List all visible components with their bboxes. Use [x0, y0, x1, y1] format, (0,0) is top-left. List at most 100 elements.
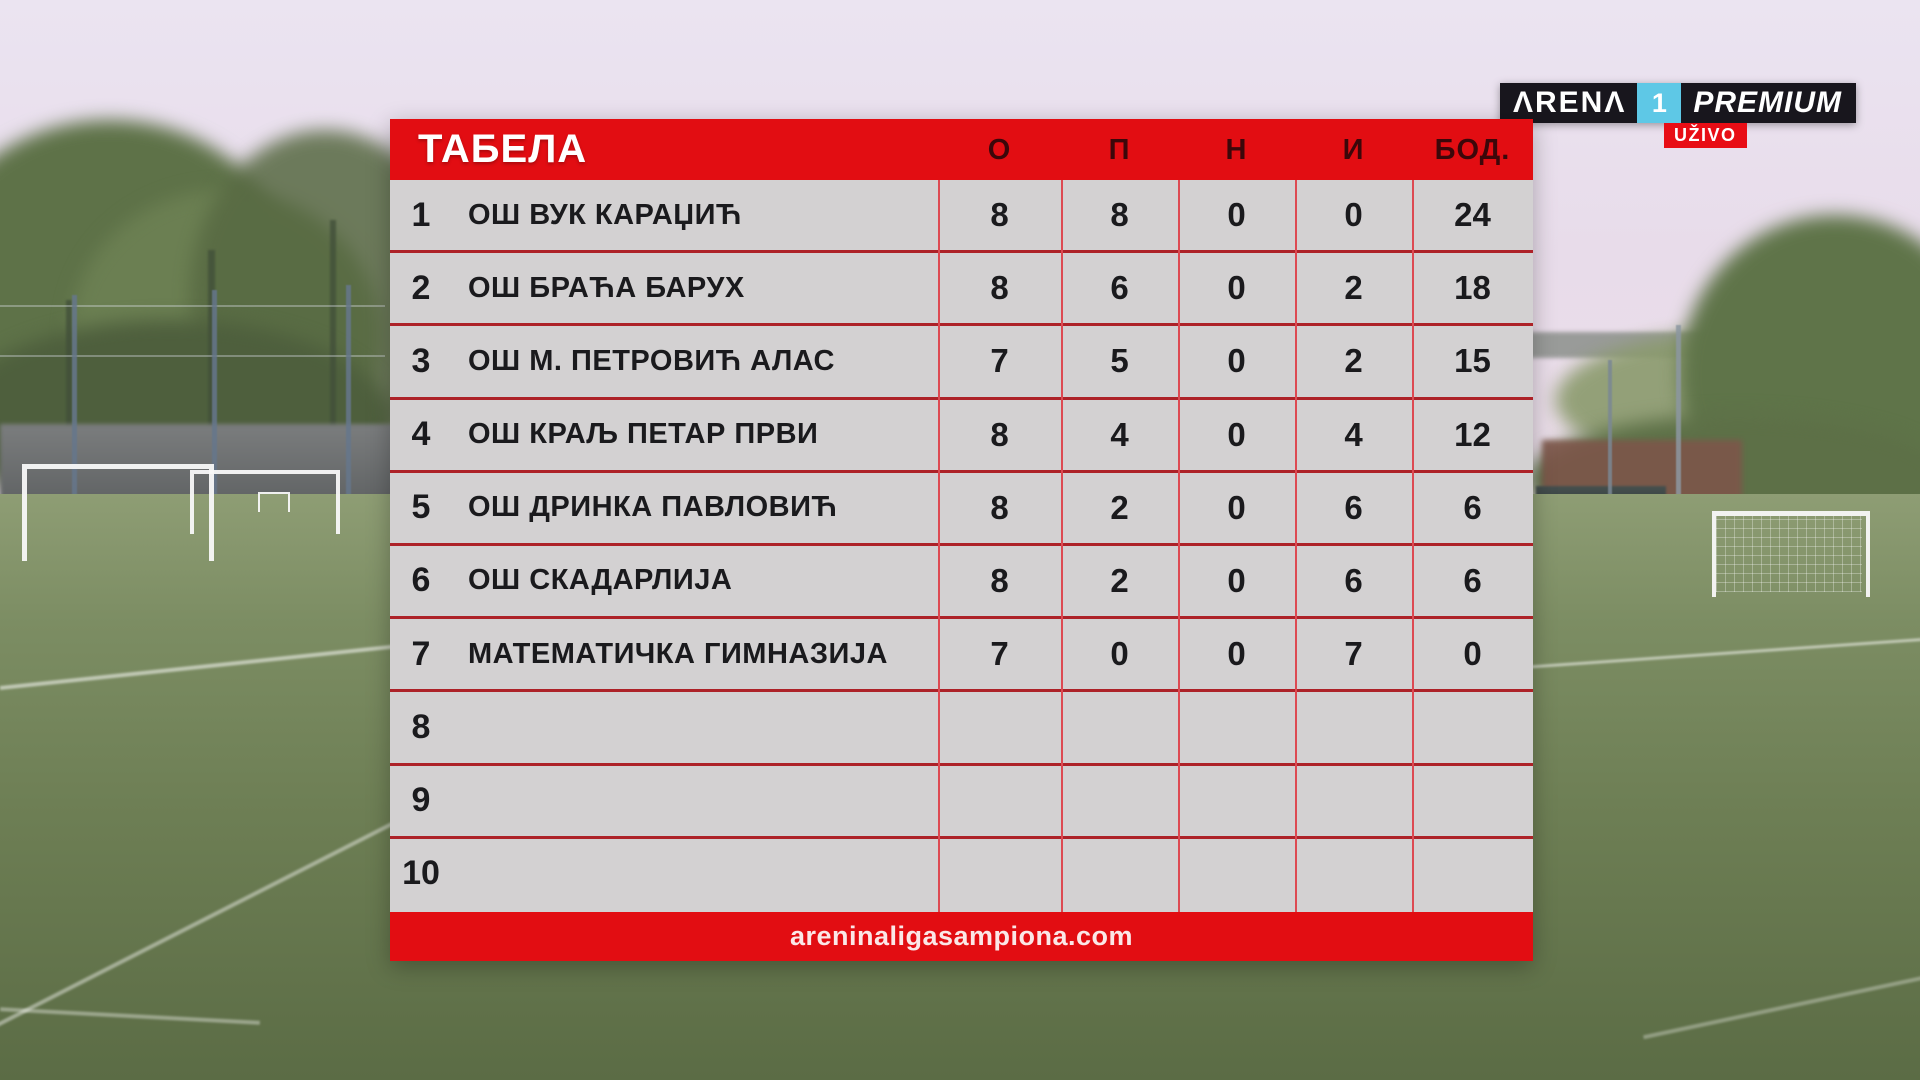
stat-draws: 0: [1227, 415, 1246, 453]
channel-logo-bar: ΛRENΛ 1 PREMIUM: [1500, 83, 1857, 123]
tree-trunk: [208, 250, 215, 500]
stat-played: 8: [990, 269, 1009, 307]
stat-played: 7: [990, 635, 1009, 673]
row-rank: 8: [411, 707, 431, 746]
stat-wins: [1061, 766, 1178, 836]
stat-losses: 6: [1344, 561, 1363, 599]
stat-draws: [1178, 692, 1295, 762]
column-header-played: О: [987, 134, 1012, 166]
stat-losses: 2: [1344, 269, 1363, 307]
column-header-draws: Н: [1225, 134, 1248, 166]
fence-post: [212, 290, 217, 505]
stat-wins: 8: [1110, 196, 1129, 233]
team-name: [468, 692, 930, 762]
stat-draws: 0: [1227, 561, 1246, 599]
stat-losses: 2: [1344, 342, 1363, 380]
row-rank: 2: [411, 268, 431, 307]
premium-logo-text: PREMIUM: [1693, 86, 1843, 119]
stat-losses: [1295, 692, 1412, 762]
stat-wins: 0: [1110, 635, 1129, 673]
fence-post: [346, 285, 351, 505]
fence-wire: [0, 355, 385, 357]
stat-draws: 0: [1227, 342, 1246, 380]
table-title: ТАБЕЛА: [418, 127, 588, 171]
stat-played: 8: [990, 488, 1009, 526]
column-separator: [1061, 180, 1063, 912]
table-row: 6 ОШ СКАДАРЛИЈА 8 2 0 6 6: [390, 546, 1533, 620]
live-badge: UŽIVO: [1664, 123, 1747, 148]
column-separator: [1295, 180, 1297, 912]
table-row: 2 ОШ БРАЋА БАРУХ 8 6 0 2 18: [390, 253, 1533, 327]
stat-points: 6: [1463, 488, 1482, 526]
table-row: 3 ОШ М. ПЕТРОВИЋ АЛАС 7 5 0 2 15: [390, 326, 1533, 400]
stat-points: 18: [1454, 269, 1491, 307]
standings-table: ТАБЕЛА О П Н И БОД. 1 ОШ ВУК КАРАЏИЋ 8 8…: [390, 119, 1533, 961]
column-separator: [1178, 180, 1180, 912]
stat-points: 12: [1454, 415, 1491, 453]
team-name: ОШ ДРИНКА ПАВЛОВИЋ: [468, 491, 838, 524]
row-rank: 3: [411, 341, 431, 380]
row-rank: 7: [411, 634, 431, 673]
table-row: 7 МАТЕМАТИЧКА ГИМНАЗИЈА 7 0 0 7 0: [390, 619, 1533, 693]
table-header: ТАБЕЛА О П Н И БОД.: [390, 119, 1533, 180]
stat-wins: [1061, 692, 1178, 762]
stat-draws: 0: [1227, 196, 1246, 233]
stat-wins: 6: [1110, 269, 1129, 307]
goal-frame: [22, 464, 214, 561]
goal-frame: [1712, 511, 1870, 597]
row-rank: 1: [411, 195, 431, 234]
row-rank: 5: [411, 488, 431, 527]
table-row: 1 ОШ ВУК КАРАЏИЋ 8 8 0 0 24: [390, 180, 1533, 254]
stat-played: [938, 839, 1061, 909]
column-separator: [938, 180, 940, 912]
stat-losses: 6: [1344, 488, 1363, 526]
stat-played: 8: [990, 561, 1009, 599]
stat-wins: 5: [1110, 342, 1129, 380]
team-name: [468, 766, 930, 836]
stat-played: 7: [990, 342, 1009, 380]
fence-post: [1608, 360, 1612, 505]
team-name: ОШ КРАЉ ПЕТАР ПРВИ: [468, 418, 819, 451]
team-name: ОШ СКАДАРЛИЈА: [468, 564, 733, 597]
stat-draws: 0: [1227, 488, 1246, 526]
footer-url: areninaligasampiona.com: [789, 921, 1134, 951]
table-row: 10: [390, 839, 1533, 912]
table-row: 9: [390, 766, 1533, 839]
stat-played: [938, 766, 1061, 836]
goal-net: [1716, 516, 1862, 592]
tree-trunk: [66, 300, 72, 490]
row-rank: 4: [411, 415, 431, 454]
goal-frame: [258, 492, 290, 512]
team-name: МАТЕМАТИЧКА ГИМНАЗИЈА: [468, 637, 888, 670]
column-separator: [1412, 180, 1414, 912]
stat-points: [1412, 839, 1533, 909]
stat-draws: [1178, 766, 1295, 836]
stat-losses: 0: [1344, 196, 1363, 233]
column-header-wins: П: [1108, 134, 1131, 166]
stat-wins: [1061, 839, 1178, 909]
team-name: [468, 839, 930, 909]
stat-played: 8: [990, 415, 1009, 453]
stat-points: 6: [1463, 561, 1482, 599]
stat-losses: 7: [1344, 635, 1363, 673]
tree-trunk: [330, 220, 336, 500]
column-header-points: БОД.: [1434, 134, 1511, 166]
table-row: 5 ОШ ДРИНКА ПАВЛОВИЋ 8 2 0 6 6: [390, 473, 1533, 546]
row-rank: 10: [402, 854, 440, 893]
row-rank: 6: [411, 561, 431, 600]
stat-points: [1412, 766, 1533, 836]
channel-number-badge: 1: [1637, 83, 1682, 123]
stat-losses: 4: [1344, 415, 1363, 453]
fence-post: [72, 295, 77, 505]
stat-draws: 0: [1227, 635, 1246, 673]
stat-wins: 2: [1110, 561, 1129, 599]
stat-played: 8: [990, 196, 1009, 233]
stat-points: 15: [1454, 342, 1491, 380]
floodlight-pole: [1676, 325, 1681, 530]
table-row: 4 ОШ КРАЉ ПЕТАР ПРВИ 8 4 0 4 12: [390, 400, 1533, 473]
stat-draws: 0: [1227, 269, 1246, 307]
team-name: ОШ БРАЋА БАРУХ: [468, 271, 745, 304]
column-header-losses: И: [1342, 134, 1365, 166]
arena-logo-text: ΛRENΛ: [1513, 86, 1627, 119]
stat-points: 0: [1463, 635, 1482, 673]
